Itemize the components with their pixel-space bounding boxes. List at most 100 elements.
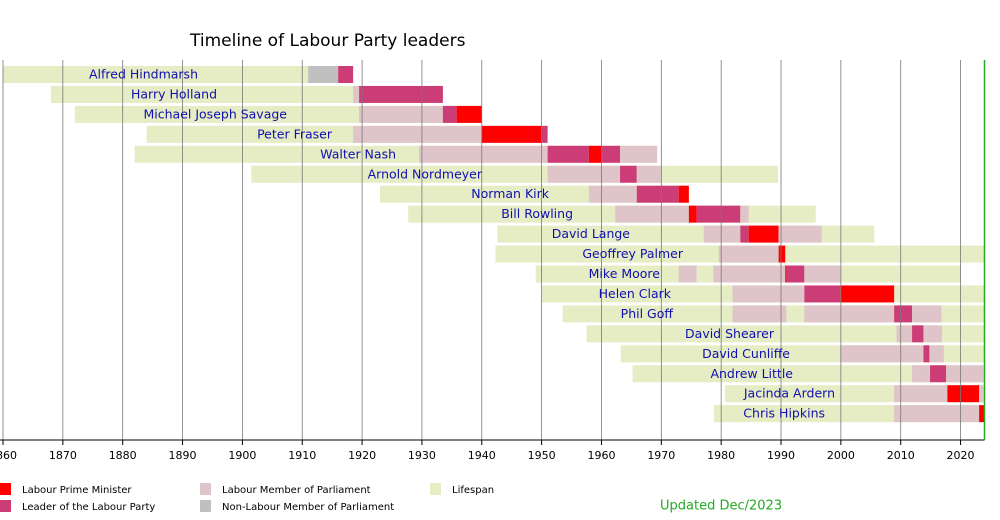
x-tick-label: 1970 — [647, 449, 675, 462]
segment — [786, 265, 805, 283]
segment — [979, 405, 985, 423]
segment — [408, 205, 816, 223]
leader-name: Jacinda Ardern — [743, 386, 835, 401]
segment — [930, 365, 947, 383]
leader-name: Peter Fraser — [257, 126, 333, 141]
leader-name: Phil Goff — [621, 306, 674, 321]
segment — [929, 345, 944, 363]
segment — [718, 245, 779, 263]
segment — [804, 265, 841, 283]
x-tick-label: 1880 — [109, 449, 137, 462]
leader-name: Alfred Hindmarsh — [89, 67, 198, 82]
x-tick-label: 1930 — [408, 449, 436, 462]
segment — [713, 265, 786, 283]
segment — [804, 285, 841, 303]
segment — [912, 365, 931, 383]
segment — [947, 385, 980, 403]
segment — [696, 205, 741, 223]
segment — [703, 225, 741, 243]
leader-name: Mike Moore — [589, 266, 661, 281]
segment — [732, 305, 787, 323]
segment — [923, 345, 930, 363]
segment — [481, 125, 542, 143]
segment — [359, 85, 443, 103]
leader-name: Harry Holland — [131, 86, 217, 101]
leader-name: David Lange — [552, 226, 631, 241]
legend-label: Lifespan — [452, 485, 494, 496]
x-tick-label: 1860 — [0, 449, 17, 462]
legend-label: Labour Prime Minister — [22, 485, 132, 496]
leader-name: Andrew Little — [710, 366, 793, 381]
segment — [541, 125, 548, 143]
segment — [636, 185, 679, 203]
segment — [785, 265, 787, 283]
leader-name: Geoffrey Palmer — [582, 246, 684, 261]
segment — [894, 305, 913, 323]
leader-name: Helen Clark — [599, 286, 672, 301]
leader-name: Chris Hipkins — [743, 406, 825, 421]
segment — [912, 325, 924, 343]
segment — [732, 285, 805, 303]
legend-swatch — [430, 483, 441, 495]
leader-name: David Cunliffe — [702, 346, 790, 361]
segment — [338, 66, 354, 83]
update-note: Updated Dec/2023 — [660, 499, 782, 514]
segment — [442, 105, 457, 123]
segment — [615, 205, 689, 223]
x-tick-label: 1980 — [707, 449, 735, 462]
segment — [840, 285, 895, 303]
legend-label: Non-Labour Member of Parliament — [222, 502, 394, 513]
x-tick-label: 1910 — [288, 449, 316, 462]
leader-name: Bill Rowling — [501, 206, 573, 221]
segment — [308, 66, 339, 83]
legend-swatch — [0, 500, 11, 512]
segment — [359, 105, 443, 123]
segment — [923, 325, 943, 343]
segment — [602, 145, 621, 163]
segment — [740, 205, 749, 223]
segment — [456, 105, 482, 123]
segment — [678, 185, 689, 203]
segment — [636, 165, 661, 183]
segment — [50, 85, 443, 103]
x-tick-label: 1890 — [169, 449, 197, 462]
segment — [778, 225, 822, 243]
leader-name: David Shearer — [685, 326, 775, 341]
segment — [678, 265, 697, 283]
segment — [748, 225, 779, 243]
segment — [912, 305, 942, 323]
segment — [586, 325, 985, 343]
segment — [840, 345, 924, 363]
legend-swatch — [0, 483, 11, 495]
chart-title: Timeline of Labour Party leaders — [189, 31, 466, 51]
leader-name: Walter Nash — [320, 146, 396, 161]
segment — [588, 185, 637, 203]
segment — [894, 385, 948, 403]
segment — [894, 405, 980, 423]
x-tick-label: 1990 — [767, 449, 795, 462]
x-tick-label: 1870 — [49, 449, 77, 462]
segment — [946, 365, 984, 383]
segment — [632, 365, 985, 383]
legend-swatch — [200, 500, 211, 512]
segment — [353, 85, 360, 103]
segment — [547, 165, 621, 183]
x-tick-label: 1940 — [468, 449, 496, 462]
segment — [353, 125, 482, 143]
x-tick-label: 1920 — [348, 449, 376, 462]
leader-name: Arnold Nordmeyer — [368, 166, 483, 181]
x-tick-label: 2000 — [827, 449, 855, 462]
x-tick-label: 1900 — [228, 449, 256, 462]
segment — [547, 145, 589, 163]
segment — [740, 225, 749, 243]
x-tick-label: 2020 — [947, 449, 975, 462]
segment — [688, 205, 697, 223]
segment — [620, 145, 658, 163]
legend-label: Labour Member of Parliament — [222, 485, 371, 496]
segment — [896, 325, 913, 343]
segment — [979, 385, 984, 403]
legend-swatch — [200, 483, 211, 495]
x-tick-label: 1950 — [528, 449, 556, 462]
segment — [418, 145, 548, 163]
